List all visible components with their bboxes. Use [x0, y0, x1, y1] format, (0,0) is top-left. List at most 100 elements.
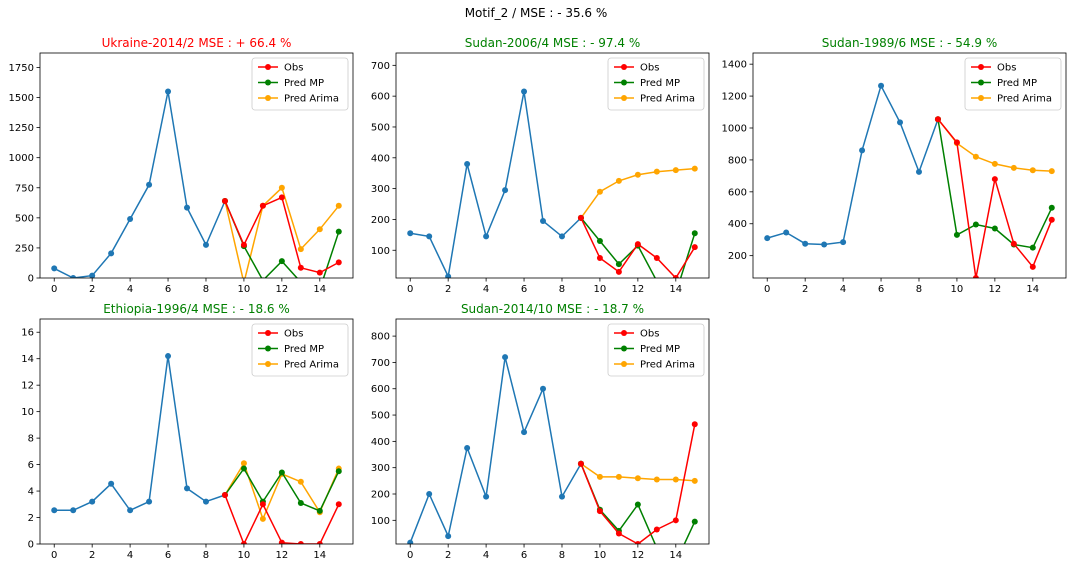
legend-obs-marker: [265, 64, 271, 70]
y-tick-label: 100: [371, 246, 390, 257]
pred-arima-point: [691, 165, 698, 172]
pred-arima-point: [297, 478, 304, 485]
pred-arima-point: [1010, 164, 1017, 171]
history-point: [464, 444, 471, 451]
y-tick-label: 0: [28, 540, 34, 551]
history-point: [558, 233, 565, 240]
legend-box: [607, 57, 705, 111]
x-tick-label: 8: [203, 284, 209, 295]
subplot-1: Ukraine-2014/2 MSE : + 66.4 % 0 2 4 6 8 10 12 14…: [9, 36, 354, 295]
obs-point: [672, 275, 679, 278]
legend-obs-marker: [621, 64, 627, 70]
pred-mp-point: [297, 499, 304, 506]
plot-area: [407, 88, 698, 284]
legend-box: [964, 57, 1062, 111]
pred-mp-point: [634, 501, 641, 508]
obs-point: [259, 202, 266, 209]
axes-frame: [39, 52, 354, 279]
history-point: [540, 385, 547, 392]
obs-point: [1010, 240, 1017, 247]
subplot-title: Sudan-2006/4 MSE : - 97.4 %: [465, 36, 640, 50]
y-tick-label: 500: [15, 213, 34, 224]
x-tick-label: 10: [238, 550, 251, 561]
history-point: [897, 119, 904, 126]
subplot-title: Sudan-1989/6 MSE : - 54.9 %: [822, 36, 997, 50]
y-tick-label: 4: [28, 487, 34, 498]
legend-pred-arima-marker: [265, 95, 271, 101]
history-point: [483, 233, 490, 240]
obs-point: [596, 508, 603, 515]
subplot-2: Sudan-2006/4 MSE : - 97.4 % 0 2 4 6 8 10 12 14 10…: [371, 36, 710, 295]
x-tick-label: 12: [275, 284, 288, 295]
history-point: [426, 233, 433, 240]
history-point: [521, 88, 528, 95]
pred-arima-point: [634, 475, 641, 482]
pred-arima-point: [672, 167, 679, 174]
obs-point: [615, 268, 622, 275]
history-point: [51, 265, 58, 272]
pred-mp-point: [654, 278, 660, 284]
pred-mp-point: [298, 279, 304, 285]
y-tick-label: 14: [21, 354, 34, 365]
history-point: [840, 239, 847, 246]
x-tick-label: 2: [802, 284, 808, 295]
history-point: [89, 272, 96, 278]
x-tick-label: 0: [764, 284, 770, 295]
subplot-4: Ethiopia-1996/4 MSE : - 18.6 % 0 2 4 6 8 10 12 1…: [21, 302, 354, 561]
x-tick-label: 10: [238, 284, 251, 295]
y-tick-label: 12: [21, 381, 34, 392]
pred-mp-point: [335, 228, 342, 235]
y-tick-label: 0: [28, 274, 34, 285]
pred-arima-point: [972, 153, 979, 160]
pred-arima-point: [615, 177, 622, 184]
obs-point: [316, 541, 323, 544]
legend: Obs Pred MP Pred Arima: [251, 57, 349, 111]
obs-line: [224, 494, 340, 544]
legend-box: [607, 323, 705, 377]
x-tick-label: 2: [445, 550, 451, 561]
pred-mp-point: [953, 231, 960, 238]
x-tick-label: 10: [594, 550, 607, 561]
subplot-title: Sudan-2014/10 MSE : - 18.7 %: [461, 302, 644, 316]
x-tick-label: 2: [89, 284, 95, 295]
y-tick-label: 600: [371, 384, 390, 395]
x-tick-label: 0: [51, 550, 57, 561]
legend-pred-mp-label: Pred MP: [284, 344, 324, 355]
pred-mp-point: [278, 258, 285, 265]
obs-point: [691, 421, 698, 428]
obs-point: [221, 492, 228, 499]
y-tick-label: 600: [371, 92, 390, 103]
pred-mp-point: [240, 465, 247, 472]
plot-area: [764, 82, 1055, 278]
x-tick-label: 8: [916, 284, 922, 295]
x-tick-label: 12: [631, 284, 644, 295]
pred-arima-point: [653, 168, 660, 175]
plot-area: [51, 353, 342, 544]
legend-pred-arima-label: Pred Arima: [640, 94, 695, 105]
legend-pred-arima-label: Pred Arima: [997, 94, 1052, 105]
obs-point: [278, 194, 285, 201]
legend-obs-label: Obs: [640, 329, 659, 340]
x-tick-label: 4: [127, 284, 133, 295]
legend-obs-label: Obs: [640, 63, 659, 74]
x-tick-label: 14: [669, 284, 682, 295]
y-tick-label: 1200: [722, 92, 747, 103]
history-point: [146, 498, 153, 505]
legend-pred-arima-marker: [621, 361, 627, 367]
y-tick-label: 700: [371, 61, 390, 72]
x-tick-label: 10: [594, 284, 607, 295]
history-point: [108, 480, 115, 487]
legend-pred-arima-marker: [265, 361, 271, 367]
pred-arima-point: [634, 171, 641, 178]
pred-arima-point: [278, 184, 285, 191]
axes-frame: [395, 52, 710, 279]
x-tick-label: 4: [127, 550, 133, 561]
obs-point: [316, 269, 323, 276]
history-line: [53, 91, 226, 278]
legend-pred-mp-marker: [265, 79, 271, 86]
history-point: [502, 354, 509, 361]
y-tick-label: 500: [371, 122, 390, 133]
pred-arima-point: [316, 226, 323, 233]
x-tick-label: 10: [951, 284, 964, 295]
y-tick-label: 16: [21, 328, 34, 339]
